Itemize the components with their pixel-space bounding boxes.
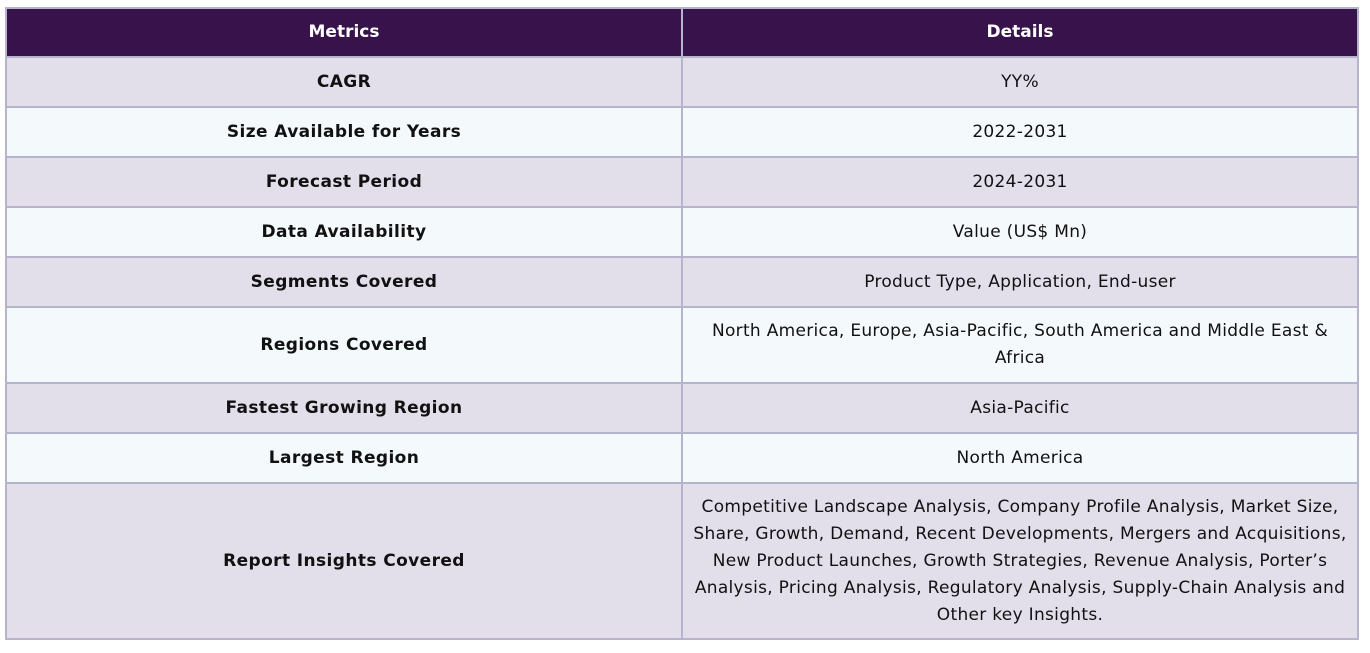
detail-cell: Asia-Pacific [681, 382, 1359, 434]
metric-cell: Regions Covered [5, 306, 683, 384]
table-row: CAGR YY% [5, 56, 1359, 108]
table-row: Forecast Period 2024-2031 [5, 156, 1359, 208]
metric-cell: Size Available for Years [5, 106, 683, 158]
metric-cell: Data Availability [5, 206, 683, 258]
detail-cell: North America [681, 432, 1359, 484]
metric-cell: Forecast Period [5, 156, 683, 208]
metric-cell: Report Insights Covered [5, 482, 683, 640]
detail-cell: 2022-2031 [681, 106, 1359, 158]
table-row: Regions Covered North America, Europe, A… [5, 306, 1359, 384]
table-row: Data Availability Value (US$ Mn) [5, 206, 1359, 258]
table-row: Size Available for Years 2022-2031 [5, 106, 1359, 158]
detail-cell: YY% [681, 56, 1359, 108]
table-row: Fastest Growing Region Asia-Pacific [5, 382, 1359, 434]
table-row: Segments Covered Product Type, Applicati… [5, 256, 1359, 308]
report-metrics-table-container: Metrics Details CAGR YY% Size Available … [5, 7, 1359, 640]
detail-cell: Competitive Landscape Analysis, Company … [681, 482, 1359, 640]
table-row: Report Insights Covered Competitive Land… [5, 482, 1359, 640]
detail-cell: North America, Europe, Asia-Pacific, Sou… [681, 306, 1359, 384]
table-row: Largest Region North America [5, 432, 1359, 484]
header-details: Details [681, 7, 1359, 58]
detail-cell: Value (US$ Mn) [681, 206, 1359, 258]
detail-cell: Product Type, Application, End-user [681, 256, 1359, 308]
metric-cell: Largest Region [5, 432, 683, 484]
table-header-row: Metrics Details [5, 7, 1359, 58]
report-metrics-table: Metrics Details CAGR YY% Size Available … [5, 7, 1359, 640]
metric-cell: Segments Covered [5, 256, 683, 308]
metric-cell: CAGR [5, 56, 683, 108]
detail-cell: 2024-2031 [681, 156, 1359, 208]
header-metrics: Metrics [5, 7, 683, 58]
metric-cell: Fastest Growing Region [5, 382, 683, 434]
